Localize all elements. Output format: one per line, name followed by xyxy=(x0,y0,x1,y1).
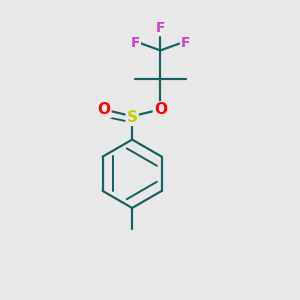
Text: O: O xyxy=(98,102,110,117)
Text: O: O xyxy=(154,102,167,117)
Text: F: F xyxy=(130,36,140,50)
Text: F: F xyxy=(156,21,165,35)
Text: F: F xyxy=(181,36,190,50)
Text: S: S xyxy=(127,110,138,125)
